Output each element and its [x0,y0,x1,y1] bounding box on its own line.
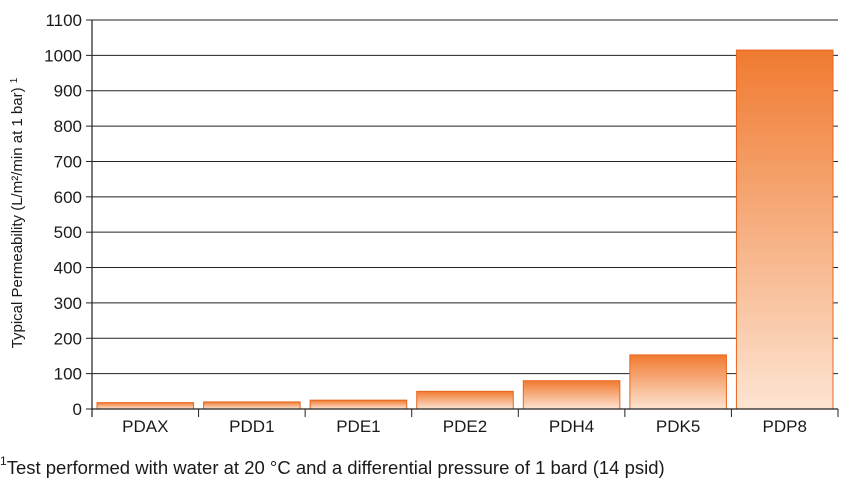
bar-pdp8 [735,49,834,410]
y-tick-label-600: 600 [54,188,82,207]
y-tick-label-0: 0 [73,400,82,419]
y-tick-label-100: 100 [54,365,82,384]
x-axis-ticks: PDAX PDD1 PDE1 PDE2 PDH4 PDK5 PDP8 [122,409,807,436]
y-tick-label-700: 700 [54,152,82,171]
y-tick-label-400: 400 [54,259,82,278]
bar-pdk5 [629,354,727,410]
x-tick-label-pde1: PDE1 [336,417,380,436]
y-tick-label-800: 800 [54,117,82,136]
bar-pdh4 [522,380,621,410]
bar-pdax [96,402,195,410]
y-tick-label-900: 900 [54,82,82,101]
y-tick-label-200: 200 [54,329,82,348]
bar-pde2 [416,390,514,410]
footnote-text: Test performed with water at 20 °C and a… [6,457,665,479]
x-tick-label-pdax: PDAX [122,417,168,436]
y-axis-label: Typical Permeability (L/m²/min at 1 bar)… [9,77,27,348]
footnote-mark: 1 [0,454,7,468]
x-tick-label-pdk5: PDK5 [656,417,700,436]
y-axis-ticks: 0 100 200 300 400 500 600 700 800 900 1000 1100 [44,11,92,419]
y-tick-label-500: 500 [54,223,82,242]
y-axis-label-footnote-mark: 1 [9,77,20,83]
bar-pdd1 [203,401,301,410]
y-tick-label-1100: 1100 [45,11,82,30]
y-tick-label-1000: 1000 [44,46,82,65]
x-tick-label-pdp8: PDP8 [763,417,807,436]
axes [91,20,839,417]
bars [96,49,834,410]
y-tick-label-300: 300 [54,294,82,313]
bar-chart: 0 100 200 300 400 500 600 700 800 900 1000 1100 PDA… [9,11,839,436]
x-tick-label-pdh4: PDH4 [549,417,594,436]
x-tick-label-pde2: PDE2 [443,417,487,436]
x-tick-label-pdd1: PDD1 [229,417,274,436]
bar-pde1 [309,399,408,410]
gridlines [92,19,838,375]
footnote: 1Test performed with water at 20 °C and … [0,454,861,479]
y-axis-label-text: Typical Permeability (L/m²/min at 1 bar) [9,87,26,348]
